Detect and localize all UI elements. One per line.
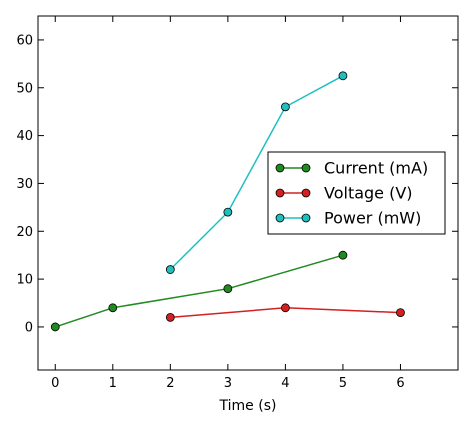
legend-marker bbox=[301, 213, 311, 223]
legend: Current (mA) Voltage (V) Power (mW) bbox=[267, 151, 446, 235]
legend-label: Current (mA) bbox=[324, 159, 428, 178]
y-tick-label: 60 bbox=[16, 33, 33, 48]
data-point bbox=[50, 322, 60, 332]
data-point bbox=[396, 308, 405, 317]
x-axis-label: Time (s) bbox=[219, 398, 277, 414]
series-line bbox=[55, 254, 344, 328]
data-point bbox=[338, 250, 348, 260]
series-line bbox=[169, 75, 344, 271]
data-point bbox=[338, 71, 348, 81]
x-tick-label: 1 bbox=[109, 376, 117, 391]
y-tick-label: 0 bbox=[25, 320, 33, 335]
series-0 bbox=[50, 250, 348, 332]
y-tick-label: 10 bbox=[16, 273, 33, 288]
x-tick-label: 6 bbox=[396, 376, 404, 391]
x-tick-label: 4 bbox=[281, 376, 289, 391]
data-point bbox=[165, 265, 175, 274]
x-tick-label: 0 bbox=[51, 376, 59, 391]
legend-marker bbox=[275, 213, 285, 223]
data-point bbox=[280, 102, 290, 112]
data-point bbox=[108, 303, 118, 313]
legend-label: Power (mW) bbox=[324, 209, 421, 228]
y-tick-label: 30 bbox=[16, 177, 33, 192]
x-tick-label: 2 bbox=[166, 376, 174, 391]
series-layer bbox=[50, 71, 405, 332]
series-2 bbox=[165, 71, 348, 274]
data-point bbox=[280, 303, 290, 313]
legend-marker bbox=[301, 188, 311, 198]
legend-marker bbox=[275, 188, 285, 198]
series-1 bbox=[165, 303, 405, 322]
data-point bbox=[223, 207, 233, 217]
x-tick-label: 5 bbox=[339, 376, 347, 391]
y-tick-label: 40 bbox=[16, 129, 33, 144]
data-point bbox=[165, 312, 175, 322]
legend-marker bbox=[275, 163, 285, 173]
data-point bbox=[223, 284, 233, 294]
x-tick-label: 3 bbox=[224, 376, 232, 391]
plot-frame bbox=[37, 15, 459, 371]
y-tick-label: 20 bbox=[16, 225, 33, 240]
legend-label: Voltage (V) bbox=[324, 184, 413, 203]
legend-marker bbox=[301, 163, 311, 173]
y-tick-label: 50 bbox=[16, 81, 33, 96]
